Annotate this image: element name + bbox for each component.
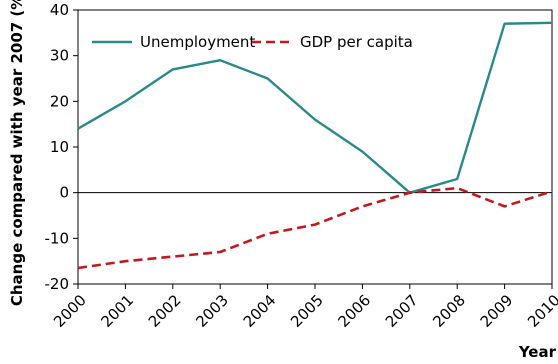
plot-frame [77, 9, 553, 285]
legend-entry: GDP per capita [300, 33, 413, 51]
x-tick-label: 2008 [429, 291, 469, 331]
y-tick-label: -10 [45, 229, 70, 247]
x-tick-label: 2004 [240, 291, 280, 331]
legend-entry: Unemployment [140, 33, 255, 51]
x-tick-label: 2000 [50, 291, 90, 331]
y-tick-label: 10 [50, 138, 69, 156]
x-tick-label: 2007 [382, 291, 422, 331]
x-tick-label: 2001 [97, 291, 137, 331]
x-tick-label: 2002 [145, 291, 185, 331]
x-tick-label: 2005 [287, 291, 327, 331]
y-tick-label: 40 [50, 1, 69, 19]
y-tick-label: 20 [50, 92, 69, 110]
x-tick-label: 2003 [192, 291, 232, 331]
y-axis-title: Change compared with year 2007 (%) [8, 0, 26, 306]
x-axis-title: Year [518, 343, 557, 361]
x-tick-label: 2009 [477, 291, 517, 331]
x-tick-label: 2006 [334, 291, 374, 331]
y-tick-label: 30 [50, 47, 69, 65]
unemployment-line [77, 21, 553, 194]
y-tick-label: 0 [59, 184, 69, 202]
y-tick-label: -20 [45, 275, 70, 293]
x-tick-label: 2010 [524, 291, 558, 331]
gdp-per-capita-line [77, 186, 553, 270]
